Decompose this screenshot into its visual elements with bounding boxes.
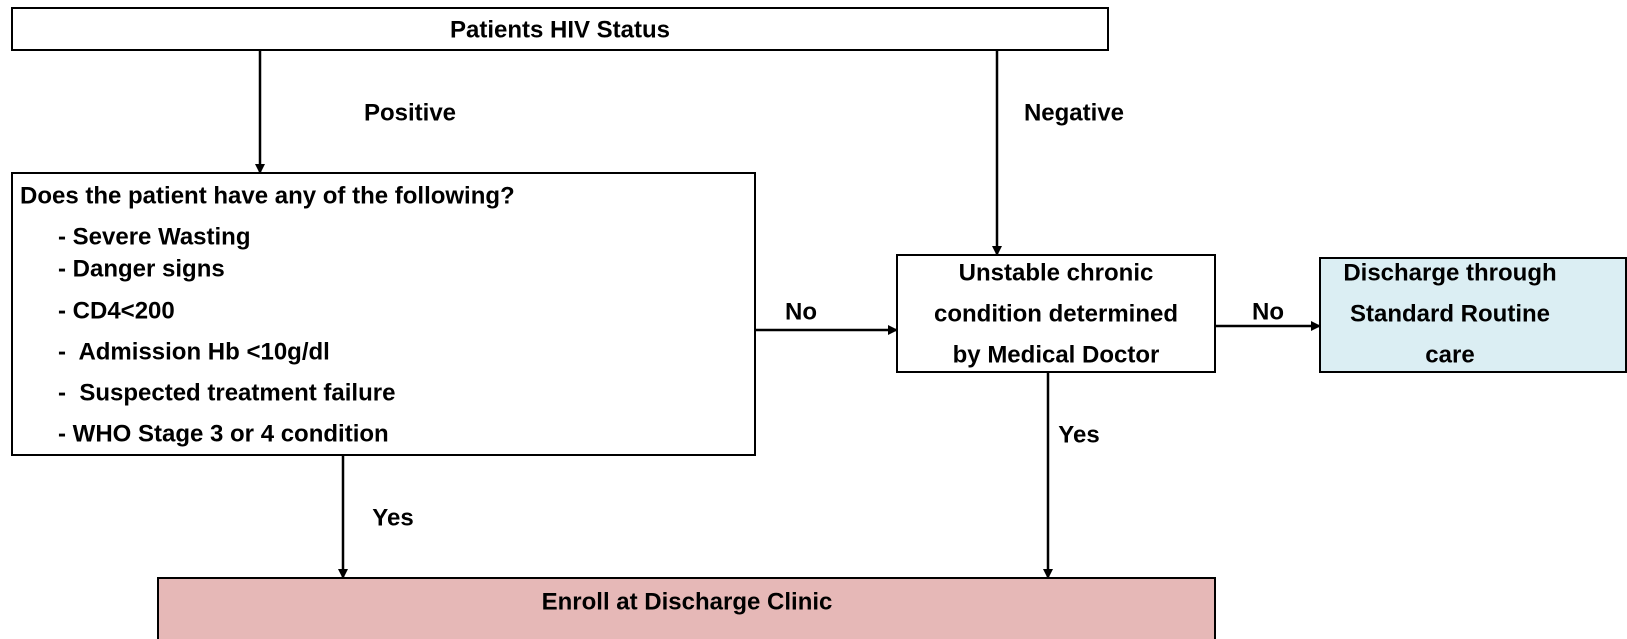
node-line: Unstable chronic xyxy=(959,259,1154,286)
status-box xyxy=(11,7,1109,51)
node-line: by Medical Doctor xyxy=(953,341,1160,368)
node-item: - CD4<200 xyxy=(58,297,175,324)
node-line: condition determined xyxy=(934,300,1178,327)
edge-label: Positive xyxy=(364,99,456,126)
node-line: Discharge through xyxy=(1343,259,1556,286)
node-line: Standard Routine xyxy=(1350,300,1550,327)
node-label: Patients HIV Status xyxy=(450,16,670,43)
routine-box xyxy=(1319,257,1627,373)
edge-label: Yes xyxy=(1058,421,1099,448)
edge-label: No xyxy=(1252,298,1284,325)
enroll-box xyxy=(157,577,1216,639)
node-item: - WHO Stage 3 or 4 condition xyxy=(58,420,389,447)
question-box xyxy=(11,172,756,456)
node-title: Does the patient have any of the followi… xyxy=(20,182,515,209)
edge-label: No xyxy=(785,298,817,325)
node-label: Enroll at Discharge Clinic xyxy=(542,588,833,615)
node-item: - Danger signs xyxy=(58,255,225,282)
edge-label: Yes xyxy=(372,504,413,531)
chronic-box xyxy=(896,254,1216,373)
node-item: - Suspected treatment failure xyxy=(58,379,395,406)
node-item: - Severe Wasting xyxy=(58,223,251,250)
node-line: care xyxy=(1425,341,1474,368)
edge-label: Negative xyxy=(1024,99,1124,126)
node-item: - Admission Hb <10g/dl xyxy=(58,338,330,365)
